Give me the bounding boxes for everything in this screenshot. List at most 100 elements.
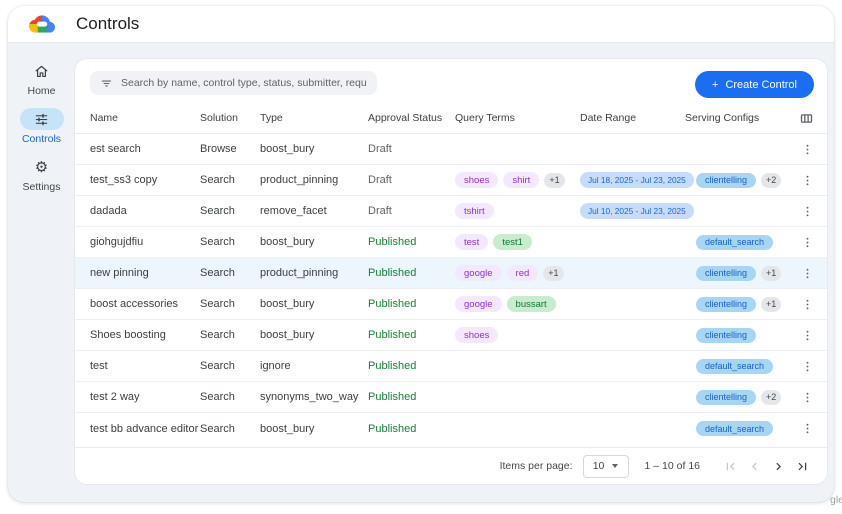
column-header-type[interactable]: Type [260,112,283,124]
cell-type: boost_bury [260,143,315,155]
pagination-range: 1 – 10 of 16 [644,460,700,472]
cell-query-terms: google red +1 [455,265,580,281]
cell-solution: Browse [200,143,237,155]
search-input[interactable] [121,77,367,89]
cell-status: Published [368,360,417,372]
cell-name: new pinning [90,267,149,279]
table-row[interactable]: giohgujdfiu Search boost_bury Published … [75,227,827,258]
cell-status: Published [368,329,417,341]
serving-more-chip: +2 [761,172,782,188]
cell-type: boost_bury [260,329,315,341]
cell-query-terms: test test1 [455,234,580,250]
cell-serving-configs: default_search [685,234,793,250]
cell-solution: Search [200,205,235,217]
cell-status: Draft [368,205,392,217]
column-header-date-range[interactable]: Date Range [580,112,637,124]
row-menu-kebab-icon[interactable] [799,420,816,437]
query-term-chip: red [506,265,539,281]
cell-solution: Search [200,391,235,403]
table-row[interactable]: est search Browse boost_bury Draft [75,134,827,165]
chevron-down-icon [612,464,619,468]
row-menu-kebab-icon[interactable] [799,141,816,158]
column-header-serving-configs[interactable]: Serving Configs [685,112,760,124]
row-menu-kebab-icon[interactable] [799,389,816,406]
row-menu-kebab-icon[interactable] [799,327,816,344]
query-term-chip: tshirt [455,203,494,219]
table-row[interactable]: test Search ignore Published default_sea… [75,351,827,382]
table-row[interactable]: new pinning Search product_pinning Publi… [75,258,827,289]
cell-solution: Search [200,267,235,279]
toolbar: + Create Control [75,59,827,103]
next-page-button[interactable] [766,454,790,478]
row-menu-kebab-icon[interactable] [799,358,816,375]
cell-type: remove_facet [260,205,327,217]
cell-name: test bb advance editor [90,422,199,435]
sidebar-item-controls[interactable]: Controls [19,108,64,145]
query-term-chip: google [455,296,502,312]
serving-config-chip: default_search [696,421,774,436]
cell-serving-configs: clientelling [685,327,793,343]
row-menu-kebab-icon[interactable] [799,296,816,313]
app-window: Controls Home Contr [8,6,834,502]
query-more-chip: +1 [543,265,564,281]
cell-date-range: Jul 18, 2025 - Jul 23, 2025 [580,172,694,188]
cell-status: Published [368,267,417,279]
column-header-query-terms[interactable]: Query Terms [455,112,515,124]
column-settings-button[interactable] [797,109,816,128]
google-cloud-logo-icon [29,11,55,37]
sidebar-item-label: Settings [22,181,61,193]
cell-name: test 2 way [90,391,140,403]
cell-serving-configs: default_search [685,358,793,374]
cell-name: test_ss3 copy [90,174,158,186]
sidebar-item-settings[interactable]: ⚙ Settings [20,156,64,193]
cell-serving-configs: clientelling +1 [685,296,793,312]
create-control-button[interactable]: + Create Control [695,71,814,98]
row-menu-kebab-icon[interactable] [799,234,816,251]
table-row[interactable]: boost accessories Search boost_bury Publ… [75,289,827,320]
cell-type: ignore [260,360,291,372]
cell-status: Draft [368,143,392,155]
items-per-page-label: Items per page: [499,460,573,472]
cell-type: boost_bury [260,298,315,310]
serving-config-chip: clientelling [696,296,757,312]
table-row[interactable]: dadada Search remove_facet Draft tshirt … [75,196,827,227]
previous-page-button[interactable] [742,454,766,478]
table-footer: Items per page: 10 1 – 10 of 16 [75,447,827,484]
query-term-chip: test1 [493,234,532,250]
tune-icon [19,108,64,130]
serving-config-chip: clientelling [696,265,757,281]
query-more-chip: +1 [544,172,565,188]
column-header-approval-status[interactable]: Approval Status [368,112,443,124]
cell-status: Published [368,236,417,248]
sidebar-item-label: Home [27,85,56,97]
search-box[interactable] [90,71,377,95]
query-term-chip: shoes [455,327,499,343]
cell-query-terms: shoes [455,327,580,343]
items-per-page-select[interactable]: 10 [582,454,629,478]
filter-icon [100,77,113,90]
cell-solution: Search [200,422,235,435]
cell-serving-configs: default_search [685,421,793,436]
last-page-button[interactable] [790,454,814,478]
query-term-chip: shoes [455,172,499,188]
table-row[interactable]: test bb advance editor Search boost_bury… [75,413,827,444]
column-header-name[interactable]: Name [90,112,119,124]
sidebar-item-home[interactable]: Home [20,60,64,97]
cell-type: product_pinning [260,174,339,186]
table-row[interactable]: Shoes boosting Search boost_bury Publish… [75,320,827,351]
query-term-chip: shirt [503,172,540,188]
controls-card: + Create Control Name Solution Type Appr… [75,59,827,484]
cell-serving-configs: clientelling +2 [685,389,793,405]
cell-solution: Search [200,236,235,248]
row-menu-kebab-icon[interactable] [799,172,816,189]
serving-more-chip: +2 [761,389,782,405]
serving-more-chip: +1 [761,265,782,281]
first-page-button[interactable] [718,454,742,478]
row-menu-kebab-icon[interactable] [799,265,816,282]
column-header-solution[interactable]: Solution [200,112,238,124]
table-row[interactable]: test_ss3 copy Search product_pinning Dra… [75,165,827,196]
sidebar: Home Controls ⚙ Settings [8,43,75,501]
row-menu-kebab-icon[interactable] [799,203,816,220]
date-range-chip: Jul 10, 2025 - Jul 23, 2025 [580,203,694,219]
table-row[interactable]: test 2 way Search synonyms_two_way Publi… [75,382,827,413]
